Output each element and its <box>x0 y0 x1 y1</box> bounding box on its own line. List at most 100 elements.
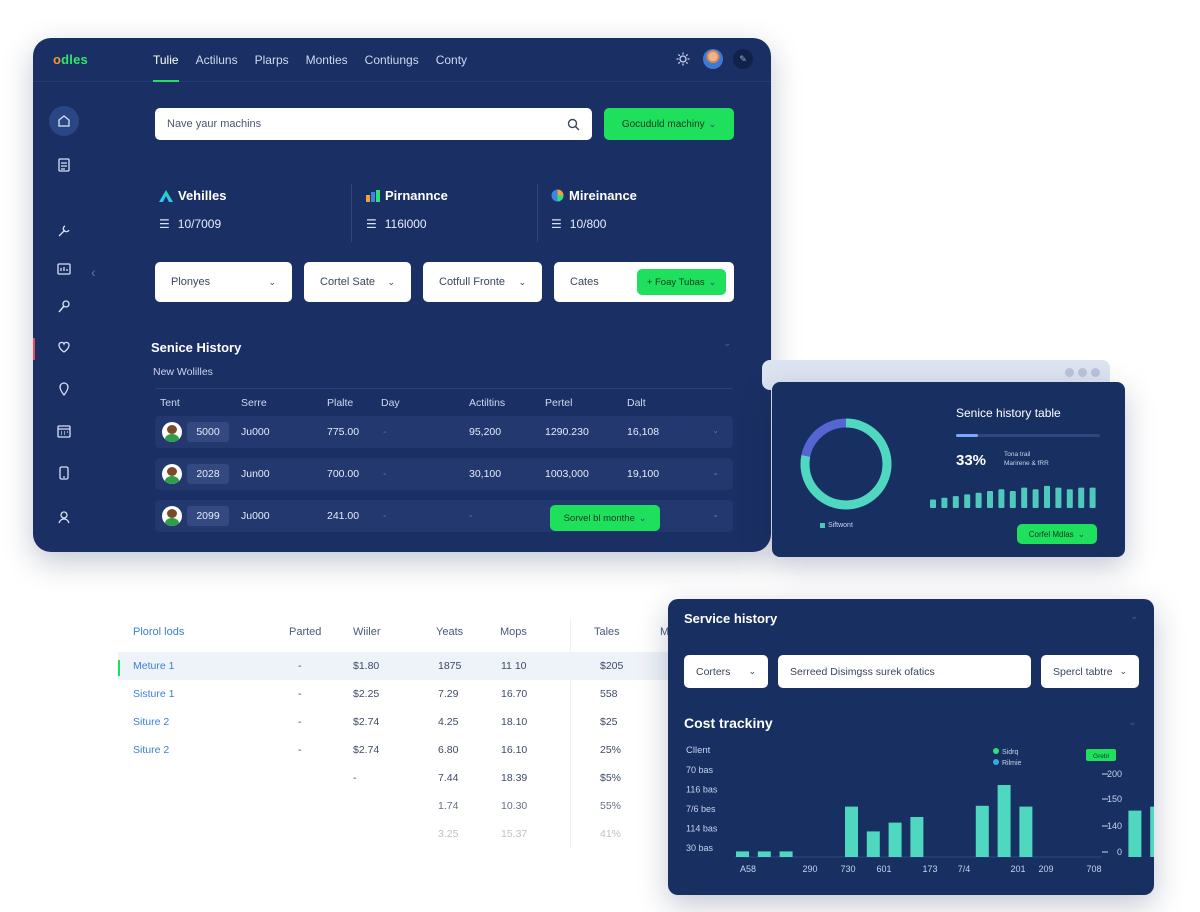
nav-item-4[interactable]: Monties <box>305 53 348 67</box>
nav-item-1[interactable]: Tulie <box>153 38 179 82</box>
triangle-icon <box>159 189 173 202</box>
service-month-button[interactable]: Sorvel bl monthe ⌄ <box>550 505 660 531</box>
column-header[interactable]: Actiltins <box>469 397 506 409</box>
table-row[interactable]: Meture 1 - $1.80 1875 11 10 $205 <box>118 652 678 680</box>
column-header[interactable]: Tent <box>160 397 180 409</box>
column-header[interactable]: Wiiler <box>353 626 381 638</box>
location-icon[interactable] <box>49 374 79 404</box>
filter-dropdown-2[interactable]: Cortel Sate ⌄ <box>304 262 411 302</box>
column-header[interactable]: Pertel <box>545 397 573 409</box>
table-row[interactable]: 2028 Jun00 700.00 - 30,100 1003,000 19,1… <box>155 458 733 490</box>
stat-value: 116l000 <box>384 217 427 231</box>
search-box <box>155 108 592 140</box>
chevron-down-icon[interactable]: ⌄ <box>1130 611 1138 621</box>
chevron-down-icon[interactable]: ⌄ <box>1128 717 1136 727</box>
chart-bar[interactable] <box>845 806 858 857</box>
nav-item-6[interactable]: Conty <box>435 53 468 67</box>
column-header[interactable]: Yeats <box>436 626 464 638</box>
mini-bar <box>1009 491 1016 508</box>
row-avatar <box>162 506 182 526</box>
filter-dropdown-3[interactable]: Cotfull Fronte ⌄ <box>423 262 542 302</box>
edit-icon[interactable]: ✎ <box>733 49 753 69</box>
nav-item-5[interactable]: Contiungs <box>364 53 419 67</box>
nav-item-3[interactable]: Plarps <box>254 53 289 67</box>
support-icon[interactable] <box>49 502 79 532</box>
chart-bar[interactable] <box>910 817 924 857</box>
column-header[interactable]: Plalte <box>327 397 354 409</box>
collapse-chevron-icon[interactable]: ‹ <box>91 264 96 280</box>
cell: 11 10 <box>501 660 527 672</box>
cell: $205 <box>600 660 624 672</box>
card-details-button[interactable]: Corfel Mdlas ⌄ <box>1017 524 1097 544</box>
chevron-down-icon: ⌄ <box>708 118 717 129</box>
filter-label: Spercl tabtre <box>1053 665 1113 678</box>
filter-dropdown-1[interactable]: Plonyes ⌄ <box>155 262 292 302</box>
add-filter-label: + Foay Tubas <box>646 276 705 288</box>
main-nav: Tulie Actiluns Plarps Monties Contiungs … <box>153 38 484 82</box>
stat-title: Mireinance <box>569 188 637 203</box>
phone-icon[interactable] <box>49 458 79 488</box>
table-row[interactable]: Sisture 1 - $2.25 7.29 16.70 558 <box>118 680 678 708</box>
chart-bar[interactable] <box>1019 806 1033 857</box>
column-header[interactable]: Plorol lods <box>133 626 185 638</box>
cost-filter-2[interactable]: Serreed Disimgss surek ofatics <box>778 655 1031 688</box>
left-tick-label: 7/6 bes <box>686 804 716 814</box>
stat-performance: Pirnannce ☰ 116l000 <box>366 188 556 231</box>
chart-bar[interactable] <box>736 851 749 857</box>
column-header[interactable]: Tales <box>594 626 620 638</box>
column-header[interactable]: Dalt <box>627 397 646 409</box>
user-avatar[interactable] <box>703 49 723 69</box>
chart-badge-button[interactable] <box>1086 749 1116 761</box>
chart-bar[interactable] <box>866 831 880 857</box>
nav-item-2[interactable]: Actiluns <box>195 53 238 67</box>
cell[interactable]: Sisture 1 <box>133 688 175 700</box>
machine-dropdown-button[interactable]: Gocuduld machiny ⌄ <box>604 108 734 140</box>
cost-filter-3[interactable]: Spercl tabtre ⌄ <box>1041 655 1139 688</box>
tools-icon[interactable] <box>49 216 79 246</box>
filter-dropdown-4[interactable]: Cates + Foay Tubas ⌄ <box>554 262 734 302</box>
column-header[interactable]: Parted <box>289 626 322 638</box>
cost-filter-1[interactable]: Corters ⌄ <box>684 655 768 688</box>
chevron-down-icon[interactable]: ⌄ <box>712 468 719 477</box>
column-header[interactable]: Day <box>381 397 400 409</box>
table-row[interactable]: 5000 Ju000 775.00 - 95,200 1290.230 16,1… <box>155 416 733 448</box>
home-icon[interactable] <box>49 106 79 136</box>
chevron-down-icon: ⌄ <box>1077 528 1086 539</box>
table-row[interactable]: 2099 Ju000 241.00 - - Sorvel bl monthe ⌄ … <box>155 500 733 532</box>
chart-bar[interactable] <box>975 805 989 857</box>
chart-bar[interactable] <box>997 785 1011 857</box>
chart-bar[interactable] <box>1150 806 1154 857</box>
wrench-icon[interactable] <box>49 292 79 322</box>
chevron-down-icon[interactable]: ⌄ <box>712 510 719 519</box>
chevron-down-icon[interactable]: ⌄ <box>712 426 719 435</box>
table-row[interactable]: Siture 2 - $2.74 4.25 18.10 $25 <box>118 708 678 736</box>
heart-icon[interactable] <box>49 332 79 362</box>
logo[interactable]: odles <box>53 52 88 67</box>
table-row[interactable]: - 7.44 18.39 $5% <box>118 764 678 792</box>
add-filter-button[interactable]: + Foay Tubas ⌄ <box>637 269 726 295</box>
chevron-down-icon[interactable]: ⌄ <box>723 338 732 349</box>
search-icon[interactable] <box>567 118 580 131</box>
chart-bar[interactable] <box>1128 810 1142 857</box>
document-icon[interactable] <box>49 150 79 180</box>
chart-badge-label: Grebl <box>1093 753 1109 760</box>
cell: 25% <box>600 744 622 756</box>
column-header[interactable]: M <box>660 626 670 638</box>
cell[interactable]: Siture 2 <box>133 716 170 728</box>
table-row[interactable]: 1.74 10.30 55% <box>118 792 678 820</box>
dashboard-icon[interactable] <box>49 254 79 284</box>
settings-icon[interactable] <box>673 49 693 69</box>
chart-bar[interactable] <box>779 851 793 857</box>
chart-bar[interactable] <box>888 822 902 857</box>
cell[interactable]: Siture 2 <box>133 744 170 756</box>
search-input[interactable] <box>167 118 567 130</box>
cell: - <box>298 744 302 756</box>
column-header[interactable]: Mops <box>500 626 527 638</box>
table-row[interactable]: 3.25 15.37 41% <box>118 820 678 848</box>
table-row[interactable]: Siture 2 - $2.74 6.80 16.10 25% <box>118 736 678 764</box>
cell[interactable]: Meture 1 <box>133 660 175 672</box>
calendar-icon[interactable] <box>49 416 79 446</box>
column-header[interactable]: Serre <box>241 397 267 409</box>
filter-label: Corters <box>696 665 731 678</box>
chart-bar[interactable] <box>757 851 771 857</box>
